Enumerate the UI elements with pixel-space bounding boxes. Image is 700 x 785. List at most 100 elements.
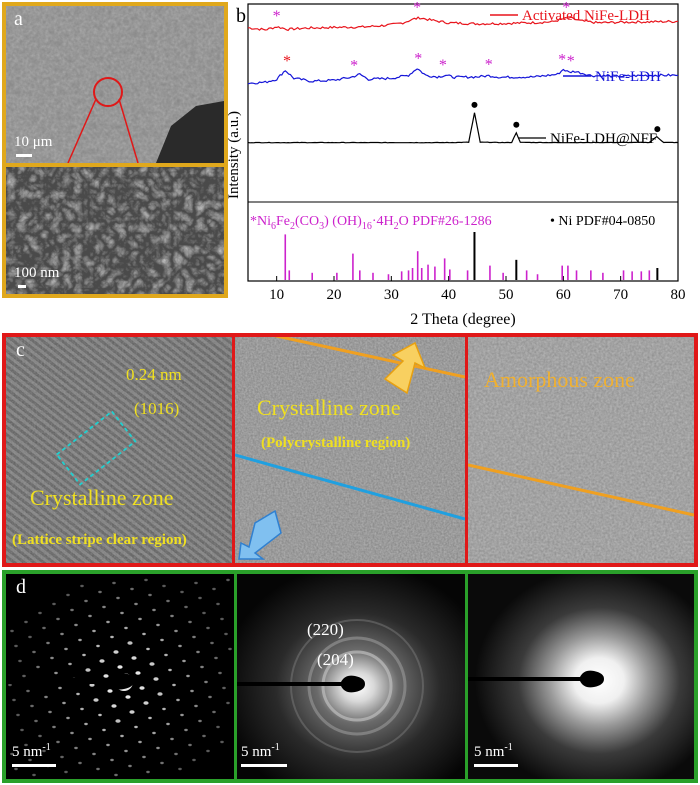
diffraction-spot <box>58 686 62 690</box>
diffraction-spot <box>107 689 113 693</box>
diffraction-spot <box>89 683 95 687</box>
diffraction-spot <box>139 686 145 690</box>
x-ticks: 10 20 30 40 50 60 70 80 <box>269 276 686 303</box>
diffraction-spot <box>162 584 166 588</box>
diffraction-spot <box>70 731 74 735</box>
diffraction-spot <box>50 656 54 660</box>
diffraction-spot <box>28 635 32 639</box>
diffraction-spot <box>166 722 170 726</box>
diffraction-spot <box>120 734 124 738</box>
asterisk-marker: * <box>485 57 493 74</box>
diffraction-spot <box>106 743 110 747</box>
diffraction-spot <box>143 701 149 705</box>
boundary-orange-amorphous <box>468 463 694 517</box>
scale-label-bottom: 100 nm <box>14 265 60 281</box>
diffraction-spot <box>127 641 133 645</box>
diffraction-spot <box>64 770 68 774</box>
diffraction-spot <box>110 758 114 762</box>
arrow-up-icon <box>383 341 427 395</box>
zone3-title: Amorphous zone <box>484 367 635 392</box>
diffraction-spot <box>226 701 230 705</box>
diffraction-spot <box>62 701 66 705</box>
diffraction-spot <box>156 746 160 750</box>
x-tick-label: 30 <box>384 287 399 303</box>
diffraction-spot <box>170 614 174 618</box>
diffraction-spot <box>112 581 116 585</box>
pdf-label-ldh: *Ni6Fe2(CO3) (OH)16·4H2O PDF#26-1286 <box>250 214 492 232</box>
arrow-down-icon <box>238 509 282 560</box>
diffraction-spot <box>124 626 128 630</box>
x-tick-label: 10 <box>269 287 284 303</box>
saed-rings <box>237 574 465 779</box>
scale-label-top: 10 μm <box>14 134 53 150</box>
diffraction-spot <box>103 674 109 678</box>
diffraction-spot <box>92 752 96 756</box>
diffraction-spot <box>192 758 196 762</box>
asterisk-marker: * <box>558 51 566 68</box>
asterisk-marker: * <box>562 0 570 16</box>
asterisk-marker: * <box>283 53 291 70</box>
diffraction-spot <box>115 719 121 723</box>
diffraction-spot <box>80 707 84 711</box>
diffraction-spot <box>204 680 208 684</box>
diffraction-spot <box>174 752 178 756</box>
diffraction-spot <box>153 677 159 681</box>
diffraction-spot <box>111 704 117 708</box>
zone2-subtitle: (Polycrystalline region) <box>261 435 411 451</box>
xrd-chart: b Intensity (a.u.) 2 Theta (degree) 10 20… <box>226 0 686 328</box>
diffraction-spot <box>113 650 119 654</box>
diffraction-spot <box>152 731 156 735</box>
beam-stopper-d1 <box>6 672 134 690</box>
saed-halo <box>468 574 694 779</box>
diffraction-spot <box>24 743 28 747</box>
diffraction-spot <box>160 638 164 642</box>
diffraction-spot <box>218 671 222 675</box>
diffraction-spot <box>99 659 105 663</box>
diffraction-spot <box>129 710 135 714</box>
diffraction-spot <box>76 692 80 696</box>
beam-stopper-d2 <box>237 675 365 693</box>
diffraction-spot <box>10 752 14 756</box>
diffraction-spot <box>88 614 92 618</box>
diffraction-spot <box>212 587 216 591</box>
diffraction-spot <box>168 668 172 672</box>
hrtem-amorphous: Amorphous zone <box>468 337 694 563</box>
panel-a-letter: a <box>14 8 23 30</box>
diffraction-spot <box>166 599 170 603</box>
diffraction-spot <box>226 578 230 582</box>
diffraction-spot <box>224 632 228 636</box>
reference-peaks <box>284 232 659 280</box>
diffraction-spot <box>66 593 70 597</box>
diffraction-spot <box>130 587 134 591</box>
diffraction-spot <box>178 644 182 648</box>
diffraction-spot <box>60 755 64 759</box>
diffraction-spot <box>208 695 212 699</box>
diffraction-spot <box>124 749 128 753</box>
peak-markers: * * ** * * * * * * <box>273 0 661 133</box>
diffraction-spot <box>14 644 18 648</box>
panel-b: b Intensity (a.u.) 2 Theta (degree) 10 20… <box>226 0 700 330</box>
lattice-plane: (1016) <box>134 399 180 418</box>
diffraction-spot <box>160 761 164 765</box>
ni-peak-dot <box>513 121 520 128</box>
diffraction-spot <box>178 767 182 771</box>
diffraction-spot <box>10 629 14 633</box>
lattice-texture <box>6 337 232 563</box>
diffraction-spot <box>216 725 220 729</box>
diffraction-spot <box>98 590 102 594</box>
diffraction-spot <box>131 656 137 660</box>
legend-nife: NiFe-LDH <box>595 69 661 85</box>
diffraction-spot <box>106 620 110 624</box>
diffraction-spot <box>157 692 163 696</box>
diffraction-spot <box>142 755 146 759</box>
diffraction-spot <box>22 674 26 678</box>
diffraction-spot <box>220 740 224 744</box>
diffraction-spot <box>32 650 36 654</box>
diffraction-spot <box>96 644 100 648</box>
diffraction-spot <box>84 599 88 603</box>
diffraction-spot <box>134 725 138 729</box>
diffraction-spot <box>117 665 123 669</box>
diffraction-spot <box>60 632 64 636</box>
x-tick-label: 80 <box>671 287 686 303</box>
diffraction-spot <box>102 728 106 732</box>
